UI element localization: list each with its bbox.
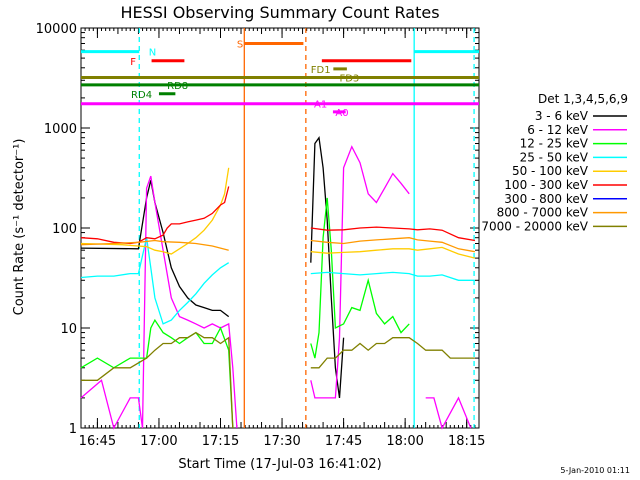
plot-area: 1 10 100 1000 10000 16:45 17:00 17:15 17:30 17:45… (36, 22, 486, 449)
y-tick-label: 1 (69, 422, 77, 437)
y-tick-label: 10 (60, 322, 77, 337)
flag-label: RD4 (131, 90, 152, 101)
x-tick-label: 17:30 (263, 434, 300, 449)
x-tick-label: 17:00 (140, 434, 177, 449)
x-tick-label: 18:00 (386, 434, 423, 449)
x-tick-label: 18:15 (448, 434, 485, 449)
flag-label: A0 (335, 108, 348, 119)
series-line (80, 237, 476, 253)
plot-frame (80, 27, 480, 429)
series-line (80, 167, 476, 259)
flag-label: S (237, 39, 243, 50)
series-line (80, 197, 410, 429)
legend-label: 25 - 50 keV (520, 150, 589, 164)
legend-label: 300 - 800 keV (504, 192, 588, 206)
legend-label: 3 - 6 keV (535, 109, 589, 123)
y-axis-label: Count Rate (s⁻¹ detector⁻¹) (12, 139, 27, 316)
flag-label: FD3 (339, 73, 359, 84)
series-line (80, 145, 472, 430)
series-line (81, 331, 475, 429)
legend-label: 12 - 25 keV (520, 137, 589, 151)
chart-title: HESSI Observing Summary Count Rates (120, 3, 439, 22)
series-line (80, 237, 475, 325)
y-tick-label: 1000 (44, 122, 77, 137)
legend-label: 100 - 300 keV (504, 178, 588, 192)
flag-label: FD1 (311, 65, 331, 76)
y-tick-label: 10000 (36, 22, 77, 37)
series-line (80, 135, 345, 398)
x-tick-label: 17:45 (325, 434, 362, 449)
flag-label: A1 (314, 100, 327, 111)
legend-label: 50 - 100 keV (512, 164, 589, 178)
y-tick-label: 100 (52, 222, 77, 237)
flag-label: N (149, 48, 156, 59)
legend-label: 7000 - 20000 keV (481, 219, 588, 233)
legend-label: 800 - 7000 keV (497, 206, 589, 220)
x-axis-label: Start Time (17-Jul-03 16:41:02) (178, 457, 381, 472)
legend-label: 6 - 12 keV (527, 123, 589, 137)
flag-label: RD8 (167, 81, 188, 92)
x-tick-label: 16:45 (79, 434, 116, 449)
footer-timestamp: 5-Jan-2010 01:11 (560, 466, 630, 475)
legend-title: Det 1,3,4,5,6,9 (538, 92, 628, 106)
x-tick-label: 17:15 (202, 434, 239, 449)
flag-label: F (130, 57, 136, 68)
